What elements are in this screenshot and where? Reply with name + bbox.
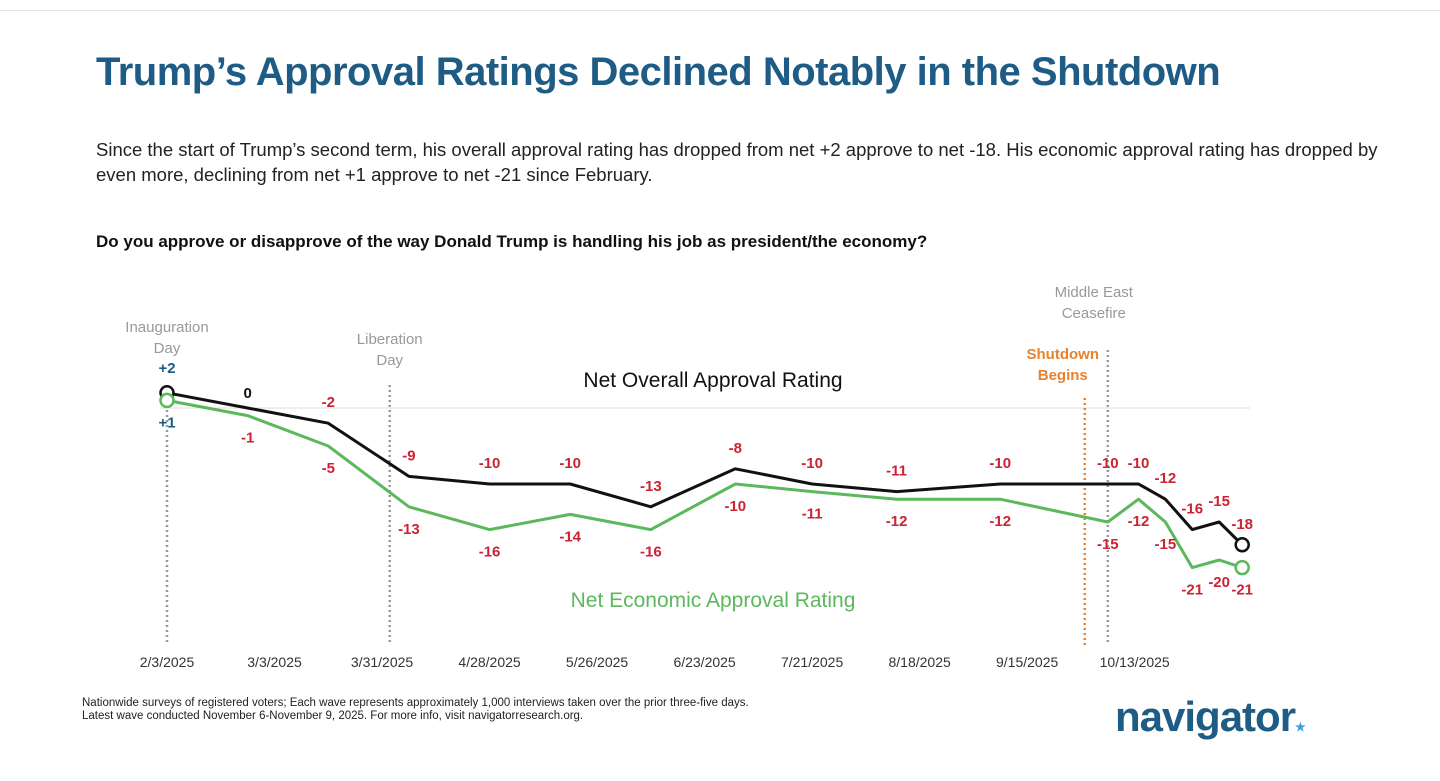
data-label: -18 [1231, 516, 1253, 533]
event-label: Day [376, 352, 403, 369]
x-tick-label: 5/26/2025 [566, 654, 628, 670]
x-tick-label: 2/3/2025 [140, 654, 195, 670]
data-label: -10 [1128, 455, 1150, 472]
event-label: Liberation [357, 331, 423, 348]
data-label: -15 [1208, 493, 1230, 510]
data-label: -21 [1231, 582, 1253, 599]
x-tick-label: 7/21/2025 [781, 654, 843, 670]
event-label: Middle East [1055, 284, 1134, 301]
logo-star-icon: ★ [1295, 720, 1306, 734]
x-tick-label: 3/31/2025 [351, 654, 413, 670]
data-label: +1 [158, 414, 175, 431]
data-label: -13 [398, 521, 420, 538]
endpoint-marker [1234, 537, 1250, 553]
event-label: Inauguration [125, 319, 208, 336]
data-label: -12 [886, 513, 908, 530]
data-label: -1 [241, 430, 254, 447]
data-label: -13 [640, 478, 662, 495]
data-label: -16 [640, 544, 662, 561]
event-label: Day [154, 340, 181, 357]
data-label: -15 [1155, 536, 1177, 553]
x-tick-label: 9/15/2025 [996, 654, 1058, 670]
endpoint-marker [159, 392, 175, 409]
footnote: Nationwide surveys of registered voters;… [82, 697, 749, 723]
data-label: -16 [479, 544, 501, 561]
footnote-line-2: Latest wave conducted November 6-Novembe… [82, 710, 584, 722]
x-tick-label: 10/13/2025 [1100, 654, 1170, 670]
logo-text: navigator [1115, 693, 1296, 740]
data-label: -12 [1128, 513, 1150, 530]
data-label: -15 [1097, 536, 1119, 553]
data-label: -14 [559, 528, 581, 545]
top-divider [0, 10, 1440, 11]
page-title: Trump’s Approval Ratings Declined Notabl… [96, 50, 1221, 94]
overall-approval-line [166, 391, 1244, 546]
data-label: -10 [989, 455, 1011, 472]
data-label: -12 [1155, 470, 1177, 487]
x-tick-label: 3/3/2025 [247, 654, 302, 670]
endpoint-marker [1234, 559, 1250, 576]
data-label: -10 [724, 498, 746, 515]
data-label: 0 [243, 385, 251, 402]
event-label: Begins [1038, 367, 1088, 384]
x-tick-label: 8/18/2025 [888, 654, 950, 670]
economic-approval-line [166, 398, 1243, 570]
footnote-line-1: Nationwide surveys of registered voters;… [82, 697, 749, 709]
data-label: -16 [1181, 501, 1203, 518]
data-label: +2 [158, 360, 175, 377]
overall-series-label: Net Overall Approval Rating [583, 369, 842, 392]
survey-question: Do you approve or disapprove of the way … [96, 232, 928, 251]
data-label: -8 [729, 440, 742, 457]
subtitle: Since the start of Trump’s second term, … [96, 139, 1378, 185]
data-label: -11 [802, 506, 823, 523]
data-label: -5 [322, 460, 335, 477]
data-label: -21 [1181, 582, 1203, 599]
data-label: -10 [1097, 455, 1119, 472]
data-label: -2 [322, 394, 335, 411]
event-label: Ceasefire [1062, 305, 1126, 322]
event-label: Shutdown [1027, 346, 1099, 363]
data-label: -10 [559, 455, 581, 472]
data-label: -9 [402, 447, 415, 464]
x-tick-label: 4/28/2025 [458, 654, 520, 670]
data-label: -10 [801, 455, 823, 472]
navigator-logo: navigator★ [1115, 693, 1306, 741]
data-label: -11 [886, 463, 907, 480]
economic-series-label: Net Economic Approval Rating [571, 589, 856, 612]
data-label: -10 [479, 455, 501, 472]
data-label: -20 [1208, 574, 1230, 591]
x-tick-label: 6/23/2025 [673, 654, 735, 670]
data-label: -12 [989, 513, 1011, 530]
